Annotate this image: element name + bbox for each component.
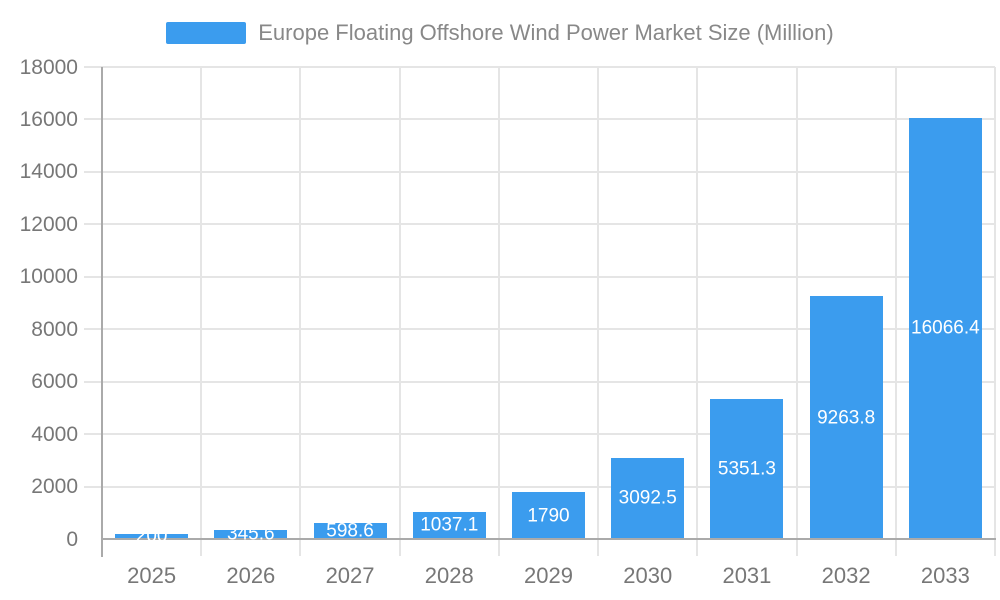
y-tick-label-0: 0 xyxy=(66,527,78,551)
y-tick-label-2000: 2000 xyxy=(31,475,78,499)
legend-swatch xyxy=(166,22,247,44)
gridline-x-5 xyxy=(597,67,600,556)
bar-2031[interactable] xyxy=(710,398,784,539)
x-tick-label-2027: 2027 xyxy=(325,563,375,588)
gridline-y-10000 xyxy=(84,275,995,278)
x-tick-label-2033: 2033 xyxy=(920,563,970,588)
gridline-x-6 xyxy=(696,67,699,556)
y-tick-label-6000: 6000 xyxy=(31,370,78,394)
gridline-y-18000 xyxy=(84,66,995,68)
y-tick-label-14000: 14000 xyxy=(19,160,78,184)
gridline-x-3 xyxy=(398,67,401,556)
bar-2033[interactable] xyxy=(908,117,982,539)
bar-2030[interactable] xyxy=(611,457,685,539)
gridline-y-12000 xyxy=(84,223,995,226)
gridline-y-8000 xyxy=(84,328,995,331)
x-tick-label-2028: 2028 xyxy=(424,563,474,588)
x-tick-label-2032: 2032 xyxy=(821,563,871,588)
gridline-x-4 xyxy=(497,67,500,556)
y-axis-line xyxy=(101,67,103,557)
gridline-x-1 xyxy=(200,67,203,556)
chart-title: Europe Floating Offshore Wind Power Mark… xyxy=(258,20,834,45)
x-axis-line xyxy=(101,538,996,540)
y-tick-label-8000: 8000 xyxy=(31,317,78,341)
gridline-x-8 xyxy=(894,67,897,556)
y-tick-label-10000: 10000 xyxy=(19,265,78,289)
x-tick-label-2031: 2031 xyxy=(722,563,772,588)
y-tick-label-12000: 12000 xyxy=(19,212,78,236)
gridline-x-7 xyxy=(795,67,798,556)
bar-2028[interactable] xyxy=(412,511,486,539)
y-tick-label-18000: 18000 xyxy=(19,55,78,79)
bar-2029[interactable] xyxy=(512,492,585,539)
legend-item[interactable]: Europe Floating Offshore Wind Power Mark… xyxy=(0,21,1000,45)
gridline-y-2000 xyxy=(84,485,995,488)
gridline-y-4000 xyxy=(84,433,995,436)
bar-2026[interactable] xyxy=(214,529,288,539)
y-tick-label-4000: 4000 xyxy=(31,422,78,446)
x-tick-label-2025: 2025 xyxy=(127,563,177,588)
x-tick-label-2030: 2030 xyxy=(623,563,673,588)
x-tick-label-2029: 2029 xyxy=(524,563,573,588)
bar-2027[interactable] xyxy=(313,523,387,539)
bar-2025[interactable] xyxy=(115,533,189,539)
y-tick-label-16000: 16000 xyxy=(19,107,78,131)
gridline-x-9 xyxy=(994,67,996,556)
gridline-y-16000 xyxy=(84,118,995,121)
gridline-x-2 xyxy=(299,67,302,556)
gridline-y-6000 xyxy=(84,380,995,383)
x-tick-label-2026: 2026 xyxy=(226,563,276,588)
bar-2032[interactable] xyxy=(809,296,883,539)
gridline-y-14000 xyxy=(84,170,995,173)
